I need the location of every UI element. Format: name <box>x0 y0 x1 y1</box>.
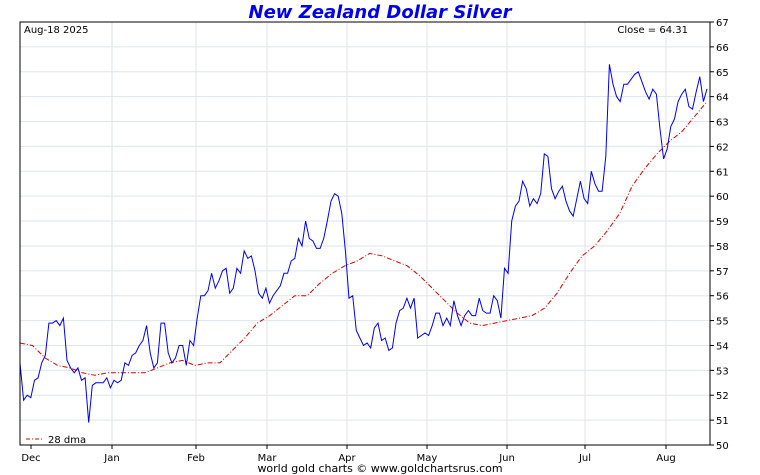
date-label: Aug-18 2025 <box>24 25 89 36</box>
x-tick-label: Dec <box>21 453 40 464</box>
x-tick-label: Mar <box>258 453 278 464</box>
x-tick-label: May <box>417 453 438 464</box>
series-line-28-dma <box>19 101 708 376</box>
y-tick-label: 57 <box>716 267 729 278</box>
close-label: Close = 64.31 <box>617 25 688 36</box>
y-tick-label: 54 <box>716 341 729 352</box>
footer-credit: world gold charts © www.goldchartsrus.co… <box>257 462 503 475</box>
y-tick-label: 63 <box>716 118 729 129</box>
y-tick-label: 51 <box>716 416 729 427</box>
x-tick-label: Aug <box>656 453 676 464</box>
y-tick-label: 65 <box>716 68 729 79</box>
plot-area-background <box>20 22 710 445</box>
y-tick-label: 61 <box>716 167 729 178</box>
y-tick-label: 56 <box>716 292 729 303</box>
y-tick-label: 62 <box>716 142 729 153</box>
y-tick-label: 53 <box>716 366 729 377</box>
x-tick-label: Apr <box>338 453 356 464</box>
y-tick-label: 52 <box>716 391 729 402</box>
chart-title: New Zealand Dollar Silver <box>248 2 512 23</box>
y-tick-label: 50 <box>716 441 729 452</box>
x-axis: Dec Jan Feb Mar Apr May Jun Jul Aug <box>21 445 676 464</box>
y-axis: 50 51 52 53 54 55 56 57 58 59 60 61 62 63 64 65 66 67 <box>710 18 729 452</box>
y-tick-label: 64 <box>716 93 729 104</box>
x-tick-label: Jul <box>578 453 591 464</box>
x-tick-label: Jun <box>498 453 515 464</box>
x-tick-label: Feb <box>187 453 205 464</box>
y-tick-label: 67 <box>716 18 729 29</box>
y-tick-label: 60 <box>716 192 729 203</box>
legend-label-28-dma: 28 dma <box>48 435 86 446</box>
y-tick-label: 55 <box>716 317 729 328</box>
y-tick-label: 66 <box>716 43 729 54</box>
plot-area-border <box>19 21 711 446</box>
grid-lines <box>20 21 710 446</box>
y-tick-label: 58 <box>716 242 729 253</box>
x-tick-label: Jan <box>103 453 119 464</box>
series-line-price <box>19 64 708 423</box>
y-tick-label: 59 <box>716 217 729 228</box>
